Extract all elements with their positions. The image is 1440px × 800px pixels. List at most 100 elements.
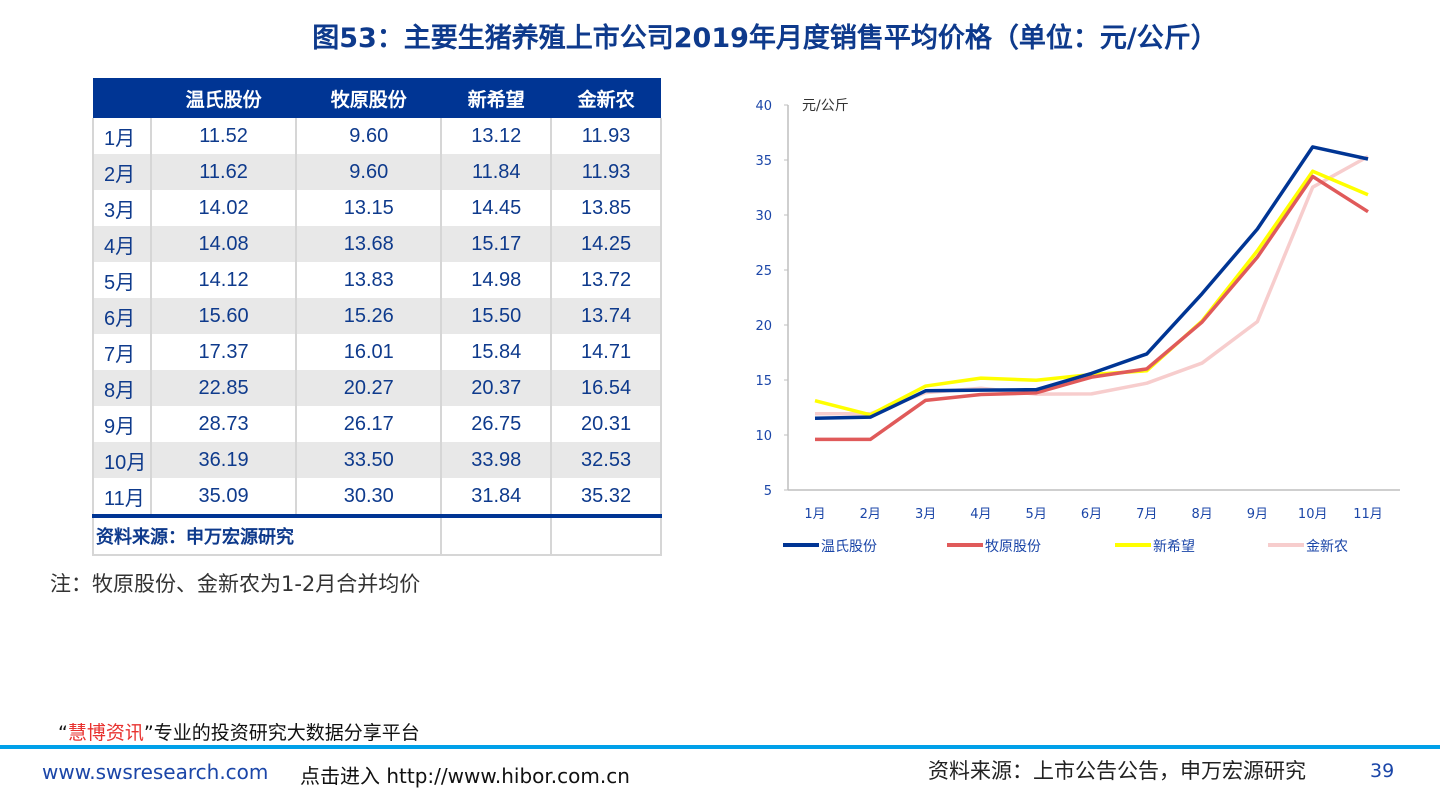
month-cell: 5月 [92,262,152,298]
price-cell: 35.09 [149,478,298,518]
price-cell: 32.53 [550,442,662,478]
table-row: 4月 14.08 13.68 15.17 14.25 [92,226,662,262]
price-cell: 28.73 [149,406,298,442]
page-number: 39 [1370,760,1395,782]
legend-label: 金新农 [1306,539,1348,555]
price-cell: 11.93 [550,154,662,190]
price-cell: 17.37 [149,334,298,370]
price-cell: 15.60 [149,298,298,334]
y-tick-label: 25 [755,264,772,279]
x-tick-label: 8月 [1191,507,1212,522]
legend-label: 牧原股份 [985,539,1041,555]
tagline: “慧博资讯”专业的投资研究大数据分享平台 [58,718,420,745]
blank-cell [550,516,662,556]
footer-divider [0,745,1440,749]
price-cell: 26.17 [295,406,443,442]
price-cell: 35.32 [550,478,662,518]
month-cell: 10月 [92,442,152,478]
price-cell: 15.17 [440,226,553,262]
price-cell: 14.25 [550,226,662,262]
month-cell: 9月 [92,406,152,442]
y-tick-label: 10 [755,429,772,444]
price-cell: 15.84 [440,334,553,370]
y-tick-label: 20 [755,319,772,334]
y-tick-label: 15 [755,374,772,389]
table-row: 11月 35.09 30.30 31.84 35.32 [92,478,662,518]
price-cell: 14.71 [550,334,662,370]
price-cell: 14.02 [149,190,298,226]
watermark-url: www.swsresearch.com [42,760,269,784]
slide-title: 图53：主要生猪养殖上市公司2019年月度销售平均价格（单位：元/公斤） [312,23,1218,54]
price-cell: 30.30 [295,478,443,518]
table-row: 6月 15.60 15.26 15.50 13.74 [92,298,662,334]
table-row: 7月 17.37 16.01 15.84 14.71 [92,334,662,370]
price-cell: 11.93 [550,118,662,154]
table-row: 2月 11.62 9.60 11.84 11.93 [92,154,662,190]
price-cell: 13.83 [295,262,443,298]
quote: ” [143,722,154,744]
month-cell: 8月 [92,370,152,406]
table-row: 5月 14.12 13.83 14.98 13.72 [92,262,662,298]
price-cell: 22.85 [149,370,298,406]
y-tick-label: 5 [764,484,772,499]
price-cell: 9.60 [295,154,443,190]
price-cell: 13.85 [550,190,662,226]
x-tick-label: 4月 [970,507,991,522]
price-cell: 11.84 [440,154,553,190]
price-cell: 31.84 [440,478,553,518]
x-tick-label: 7月 [1136,507,1157,522]
header-cell: 新希望 [441,78,552,118]
table-row: 9月 28.73 26.17 26.75 20.31 [92,406,662,442]
price-cell: 20.31 [550,406,662,442]
price-cell: 11.52 [149,118,298,154]
price-cell: 15.50 [440,298,553,334]
table-row: 8月 22.85 20.27 20.37 16.54 [92,370,662,406]
quote: “ [58,722,68,744]
legend-label: 温氏股份 [821,539,877,555]
table-row: 10月 36.19 33.50 33.98 32.53 [92,442,662,478]
series-line-1 [814,145,1369,421]
brand-name: 慧博资讯 [67,722,144,744]
header-cell: 金新农 [551,78,661,118]
x-tick-label: 3月 [915,507,936,522]
price-cell: 13.74 [550,298,662,334]
price-cell: 14.98 [440,262,553,298]
y-axis-unit: 元/公斤 [802,98,849,114]
price-cell: 9.60 [295,118,443,154]
price-cell: 14.12 [149,262,298,298]
price-cell: 33.50 [295,442,443,478]
month-cell: 7月 [92,334,152,370]
price-cell: 20.37 [440,370,553,406]
hibor-link[interactable]: 点击进入 http://www.hibor.com.cn [300,764,630,788]
table-note: 注：牧原股份、金新农为1-2月合并均价 [50,572,421,596]
x-tick-label: 6月 [1081,507,1102,522]
price-cell: 15.26 [295,298,443,334]
price-cell: 16.01 [295,334,443,370]
month-cell: 1月 [92,118,152,154]
price-cell: 36.19 [149,442,298,478]
y-tick-label: 35 [755,154,772,169]
blank-cell [440,516,553,556]
footer-source: 资料来源：上市公告公告，申万宏源研究 [928,759,1306,783]
x-tick-label: 2月 [860,507,881,522]
header-cell: 牧原股份 [296,78,442,118]
price-table: 温氏股份 牧原股份 新希望 金新农 1月 11.52 9.60 13.12 11.93 2… [91,78,662,556]
price-cell: 13.15 [295,190,443,226]
month-cell: 3月 [92,190,152,226]
price-cell: 14.08 [149,226,298,262]
price-cell: 11.62 [149,154,298,190]
month-cell: 4月 [92,226,152,262]
table-source: 资料来源：申万宏源研究 [91,516,443,556]
header-cell [93,78,151,118]
x-tick-label: 11月 [1353,507,1383,522]
y-tick-label: 30 [755,209,772,224]
x-tick-label: 1月 [804,507,825,522]
y-tick-label: 40 [755,99,772,114]
header-cell: 温氏股份 [151,78,297,118]
price-cell: 16.54 [550,370,662,406]
month-cell: 6月 [92,298,152,334]
x-tick-label: 5月 [1026,507,1047,522]
tagline-text: 专业的投资研究大数据分享平台 [153,722,420,744]
price-cell: 20.27 [295,370,443,406]
